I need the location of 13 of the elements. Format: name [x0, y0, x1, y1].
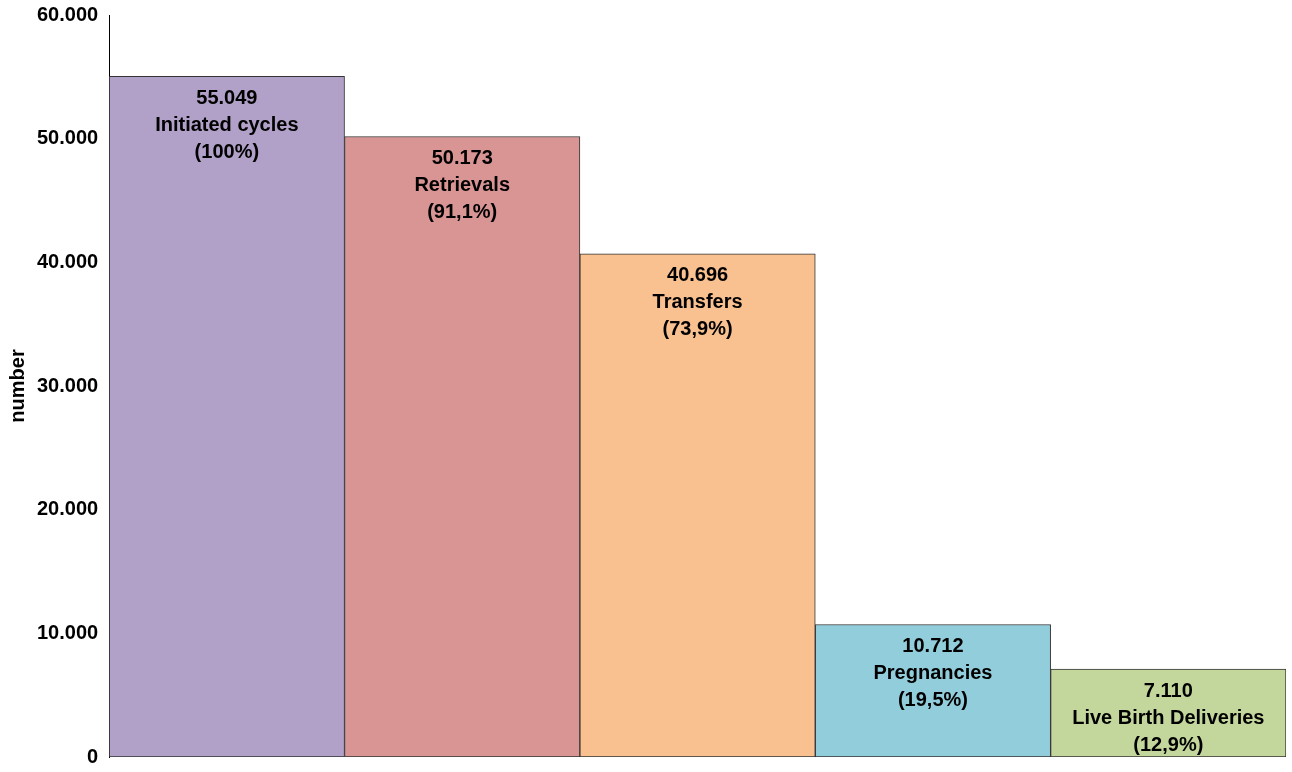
data-label: 10.712 Pregnancies (19,5%) [873, 634, 993, 711]
data-label: 50.173 Retrievals (91,1%) [414, 146, 511, 223]
y-tick-label: 60.000 [37, 2, 99, 25]
data-label: 7.110 Live Birth Deliveries (12,9%) [1072, 678, 1265, 755]
y-tick-label: 40.000 [37, 249, 99, 272]
y-tick-label: 10.000 [37, 620, 99, 643]
data-label: 55.049 Initiated cycles (100%) [155, 85, 299, 162]
y-axis-title: number [5, 349, 28, 423]
y-tick-label: 50.000 [37, 126, 99, 149]
y-tick-label: 0 [87, 744, 99, 767]
y-tick-label: 20.000 [37, 497, 99, 520]
y-tick-label: 30.000 [37, 373, 99, 396]
data-label: 40.696 Transfers (73,9%) [652, 263, 743, 340]
